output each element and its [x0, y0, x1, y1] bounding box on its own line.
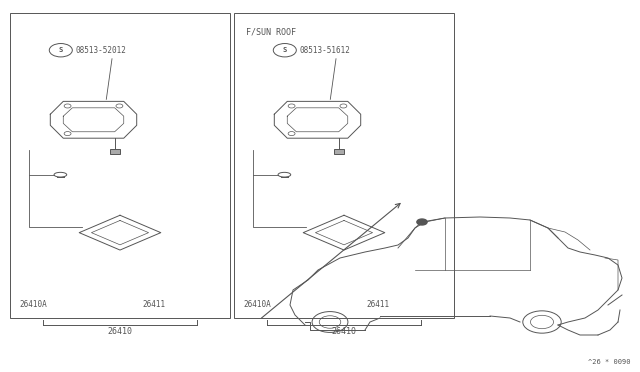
Text: 26411: 26411 — [366, 300, 389, 309]
Circle shape — [417, 219, 427, 225]
Text: 08513-51612: 08513-51612 — [300, 46, 350, 55]
Text: ^26 * 0090: ^26 * 0090 — [588, 359, 630, 365]
Text: S: S — [59, 47, 63, 53]
Text: 08513-52012: 08513-52012 — [76, 46, 126, 55]
Text: S: S — [283, 47, 287, 53]
Bar — [110, 149, 120, 154]
Text: 26410A: 26410A — [19, 300, 47, 309]
Text: 26410A: 26410A — [243, 300, 271, 309]
Bar — [10, 13, 230, 318]
Text: 26411: 26411 — [142, 300, 165, 309]
Text: 26410: 26410 — [332, 327, 356, 336]
Text: F/SUN ROOF: F/SUN ROOF — [246, 28, 296, 37]
Bar — [234, 13, 454, 318]
Bar — [334, 149, 344, 154]
Text: 26410: 26410 — [108, 327, 132, 336]
